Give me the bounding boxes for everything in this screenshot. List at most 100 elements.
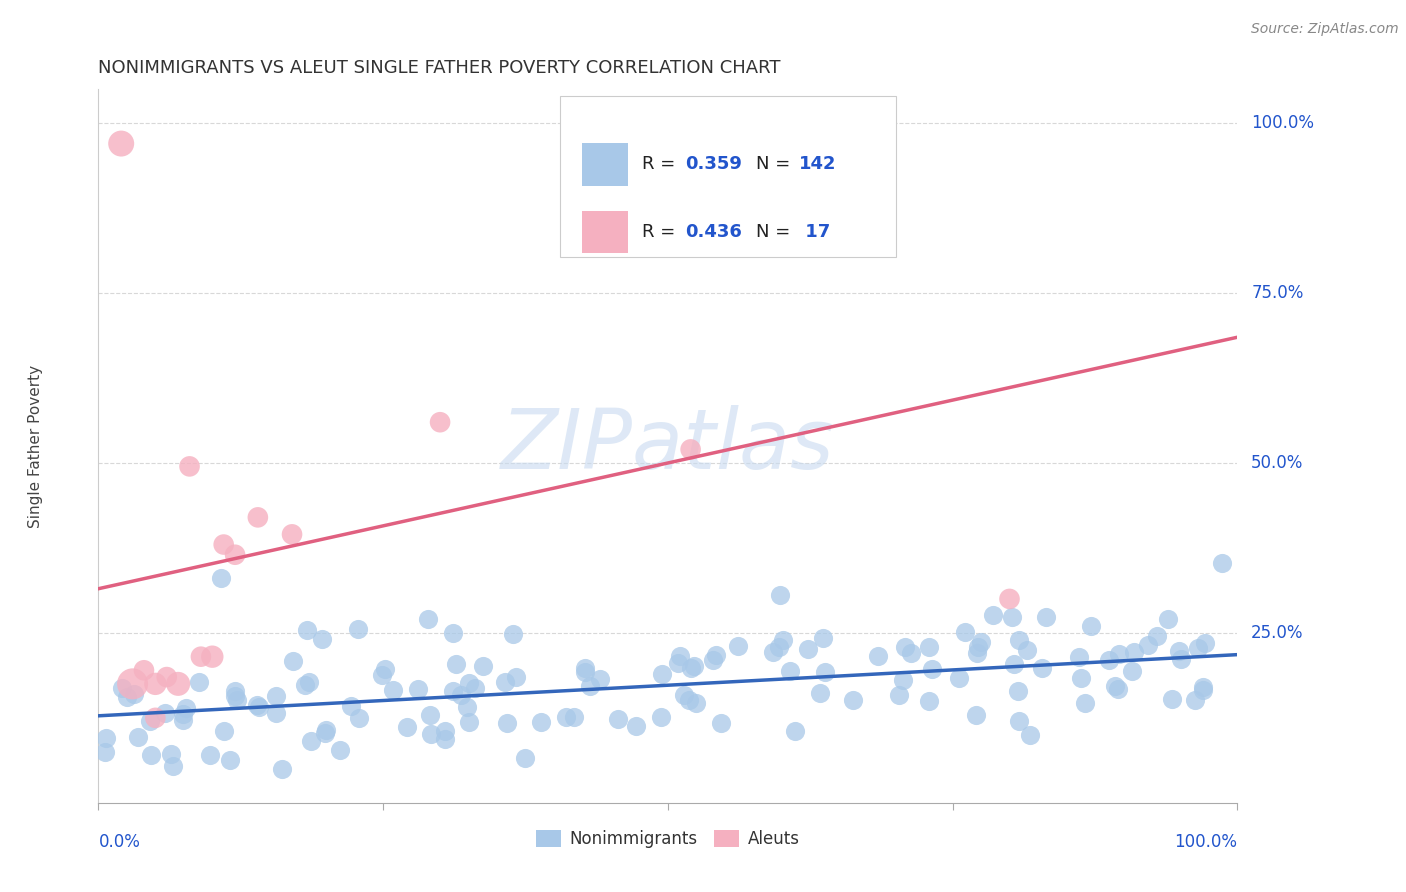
Text: Single Father Poverty: Single Father Poverty [28, 365, 44, 527]
Text: 0.0%: 0.0% [98, 833, 141, 851]
Point [111, 681, 134, 695]
Point [224, 548, 246, 562]
Point [579, 679, 602, 693]
Point [156, 670, 179, 684]
Point [900, 646, 922, 660]
Point [219, 753, 242, 767]
Point [458, 714, 481, 729]
Text: 75.0%: 75.0% [1251, 284, 1303, 302]
Point [294, 678, 316, 692]
Text: R =: R = [641, 223, 681, 241]
Point [429, 415, 451, 429]
Text: 50.0%: 50.0% [1251, 454, 1303, 472]
Point [1007, 684, 1029, 698]
Point [1191, 682, 1213, 697]
Text: Source: ZipAtlas.com: Source: ZipAtlas.com [1251, 22, 1399, 37]
Point [446, 657, 468, 672]
Point [224, 684, 246, 698]
Point [917, 640, 939, 654]
Point [281, 654, 304, 668]
Point [418, 612, 440, 626]
Point [651, 666, 673, 681]
Text: R =: R = [641, 155, 681, 173]
Point [965, 708, 987, 723]
Point [434, 732, 457, 747]
Point [172, 706, 194, 721]
Point [530, 715, 553, 730]
Point [298, 675, 321, 690]
FancyBboxPatch shape [560, 96, 896, 257]
Point [188, 675, 211, 690]
Point [347, 622, 370, 636]
Point [329, 743, 352, 757]
Point [502, 626, 524, 640]
Point [589, 672, 612, 686]
Point [226, 693, 249, 707]
Point [122, 688, 145, 702]
Point [314, 726, 336, 740]
Point [494, 675, 516, 690]
Point [842, 692, 865, 706]
Point [1067, 649, 1090, 664]
Point [893, 673, 915, 688]
Point [1019, 728, 1042, 742]
Text: ZIPatlas: ZIPatlas [501, 406, 835, 486]
Point [953, 625, 976, 640]
Point [1080, 618, 1102, 632]
Point [1194, 635, 1216, 649]
Point [209, 571, 232, 585]
Point [797, 641, 820, 656]
Point [894, 640, 917, 654]
Point [866, 649, 889, 664]
Text: 100.0%: 100.0% [1251, 114, 1315, 132]
Point [153, 706, 176, 721]
Point [271, 763, 294, 777]
Point [1031, 661, 1053, 675]
Point [441, 626, 464, 640]
Text: 100.0%: 100.0% [1174, 833, 1237, 851]
Point [811, 632, 834, 646]
Point [562, 710, 585, 724]
Point [1137, 639, 1160, 653]
Point [408, 682, 430, 697]
Point [762, 645, 785, 659]
Point [495, 715, 517, 730]
Point [382, 683, 405, 698]
Point [1098, 652, 1121, 666]
Point [1074, 696, 1097, 710]
Point [1008, 632, 1031, 647]
Point [433, 723, 456, 738]
Point [669, 648, 692, 663]
Point [785, 724, 807, 739]
Point [246, 698, 269, 712]
Point [808, 686, 831, 700]
Point [673, 688, 696, 702]
Bar [582, 211, 628, 253]
Point [948, 671, 970, 685]
Point [624, 719, 647, 733]
Point [1104, 679, 1126, 693]
Point [340, 699, 363, 714]
Bar [582, 143, 628, 186]
Point [1002, 657, 1025, 672]
Point [127, 730, 149, 744]
Point [706, 648, 728, 662]
Text: NONIMMIGRANTS VS ALEUT SINGLE FATHER POVERTY CORRELATION CHART: NONIMMIGRANTS VS ALEUT SINGLE FATHER POV… [98, 59, 780, 77]
Point [1211, 556, 1233, 570]
Point [167, 677, 190, 691]
Point [768, 640, 790, 654]
Point [201, 649, 224, 664]
Point [374, 662, 396, 676]
Text: 17: 17 [799, 223, 830, 241]
Text: 0.359: 0.359 [685, 155, 742, 173]
Point [650, 710, 672, 724]
Point [441, 684, 464, 698]
Point [970, 634, 993, 648]
Point [139, 714, 162, 729]
Point [679, 442, 702, 457]
Point [1161, 692, 1184, 706]
Text: 142: 142 [799, 155, 837, 173]
Point [505, 670, 527, 684]
Point [1157, 612, 1180, 626]
Point [457, 675, 479, 690]
